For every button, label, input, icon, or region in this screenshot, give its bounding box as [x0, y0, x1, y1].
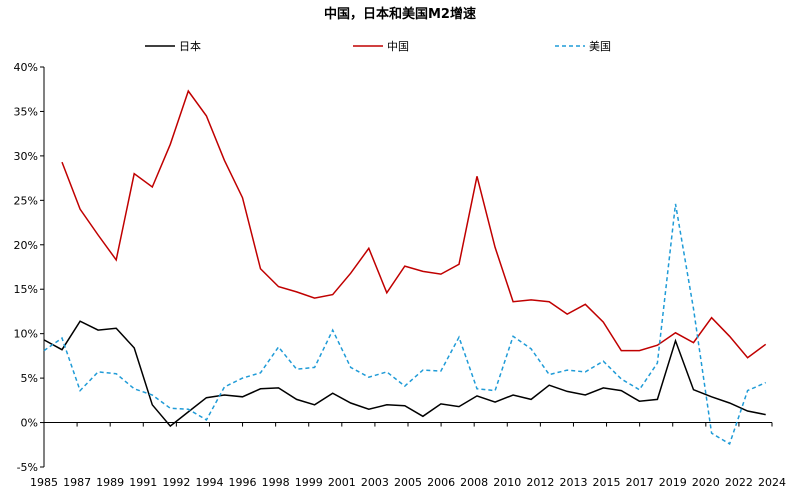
- legend-label: 美国: [589, 40, 611, 53]
- x-tick-label: 2012: [526, 476, 554, 489]
- x-tick-label: 2020: [692, 476, 720, 489]
- y-tick-label: 15%: [14, 283, 38, 296]
- x-tick-label: 1998: [262, 476, 290, 489]
- x-tick-label: 2015: [593, 476, 621, 489]
- x-tick-label: 1985: [30, 476, 58, 489]
- series-line-中国: [61, 89, 767, 359]
- y-tick-label: 20%: [14, 239, 38, 252]
- x-tick-label: 2005: [394, 476, 422, 489]
- series-line-美国: [43, 203, 767, 446]
- x-tick-label: 2008: [460, 476, 488, 489]
- legend-label: 中国: [387, 40, 409, 53]
- x-tick-label: 1989: [96, 476, 124, 489]
- y-tick-label: 30%: [14, 150, 38, 163]
- x-tick-label: 2024: [758, 476, 786, 489]
- plot-area: [43, 89, 767, 446]
- y-tick-label: 25%: [14, 194, 38, 207]
- x-tick-label: 2019: [659, 476, 687, 489]
- x-tick-label: 2006: [427, 476, 455, 489]
- y-tick-label: 40%: [14, 61, 38, 74]
- x-tick-label: 1994: [195, 476, 223, 489]
- x-tick-label: 2010: [493, 476, 521, 489]
- x-tick-label: 2022: [725, 476, 753, 489]
- legend-label: 日本: [179, 39, 201, 53]
- legend: 日本 中国 美国: [145, 39, 611, 53]
- x-tick-label: 2017: [626, 476, 654, 489]
- y-tick-label: 10%: [14, 328, 38, 341]
- x-tick-label: 1991: [129, 476, 157, 489]
- axes: 40% 35% 30% 25% 20% 15% 10% 5% 0% -5% 1985 1987 1989…: [14, 61, 786, 489]
- x-tick-label: 2013: [559, 476, 587, 489]
- chart-title: 中国，日本和美国M2增速: [324, 6, 476, 22]
- x-tick-label: 1987: [63, 476, 91, 489]
- y-tick-label: -5%: [17, 461, 38, 474]
- y-tick-label: 35%: [14, 105, 38, 118]
- x-tick-label: 1999: [295, 476, 323, 489]
- y-tick-label: 5%: [21, 372, 38, 385]
- y-tick-label: 0%: [21, 417, 38, 430]
- x-tick-label: 1996: [229, 476, 257, 489]
- x-tick-label: 2003: [361, 476, 389, 489]
- x-tick-label: 1992: [162, 476, 190, 489]
- x-tick-label: 2001: [328, 476, 356, 489]
- series-line-日本: [43, 320, 766, 428]
